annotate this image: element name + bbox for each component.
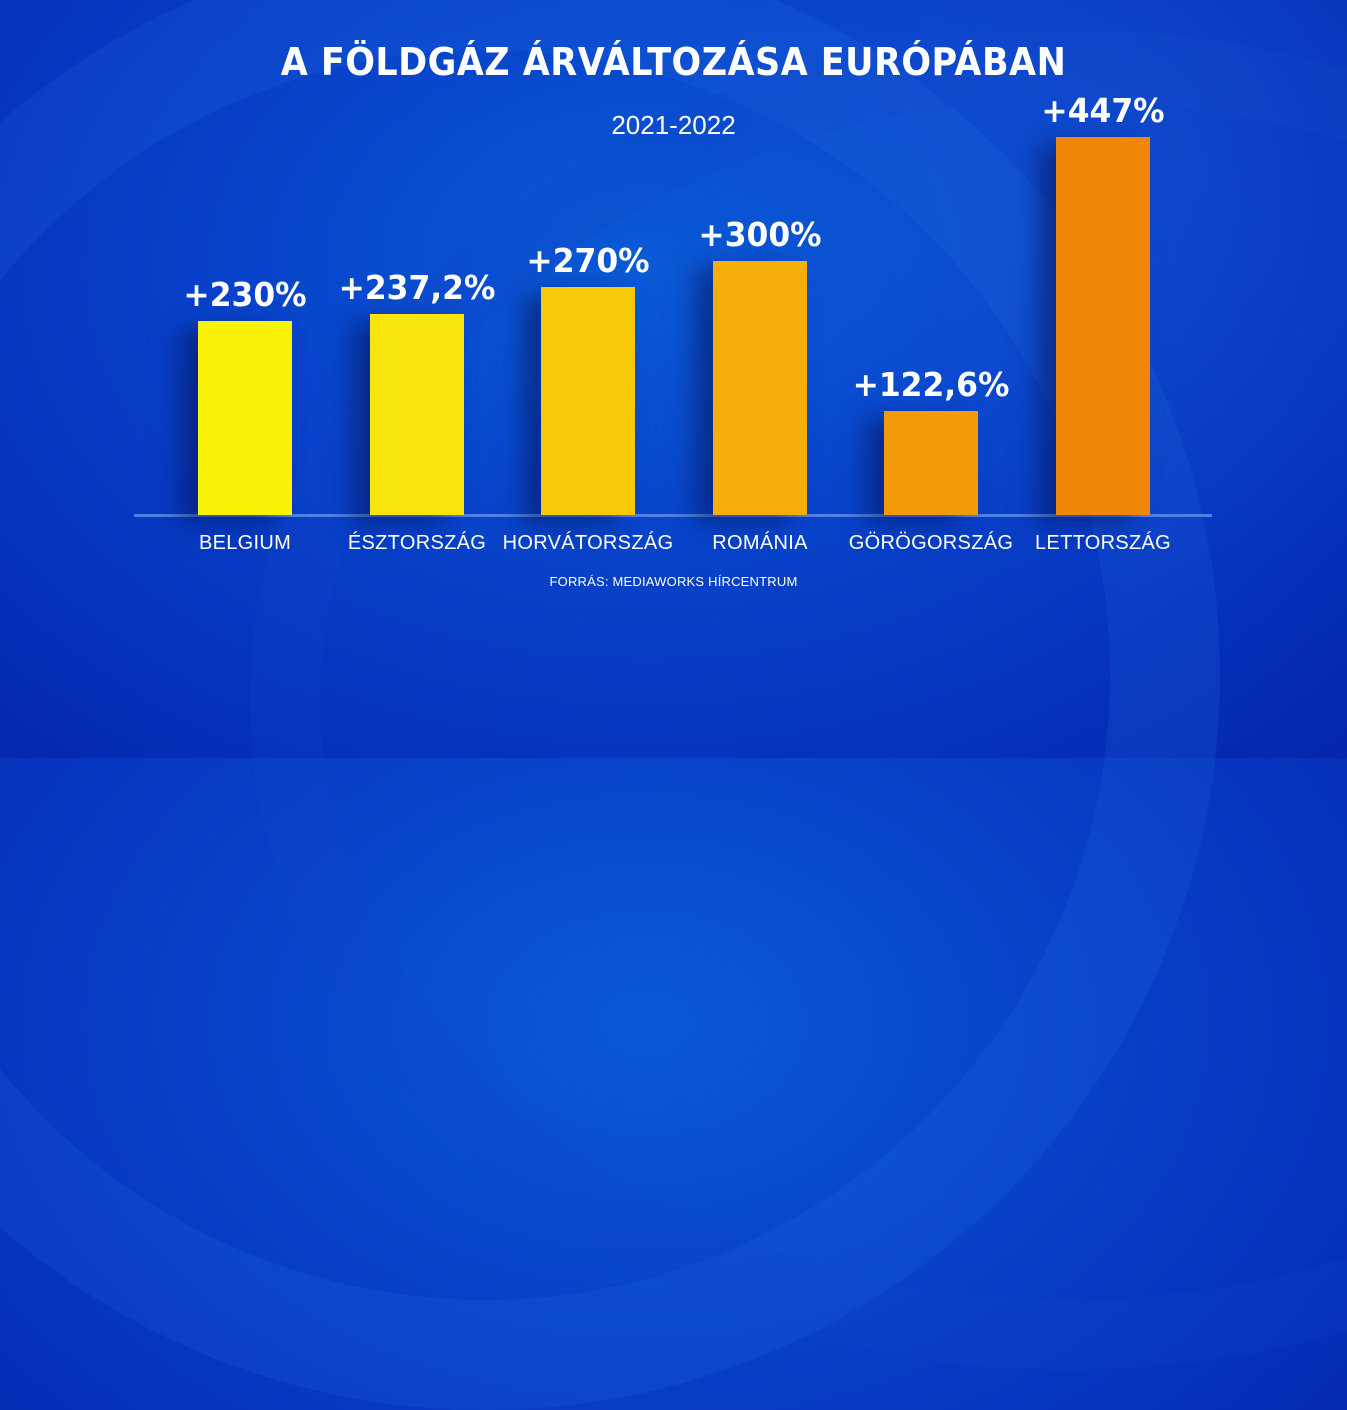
- bar: [713, 261, 807, 515]
- category-label: HORVÁTORSZÁG: [502, 532, 674, 554]
- bar-value-label: +300%: [698, 215, 822, 254]
- category-label: LETTORSZÁG: [1035, 532, 1171, 554]
- bar: [198, 321, 292, 515]
- bar-value-label: +447%: [1041, 91, 1165, 130]
- bar: [541, 287, 635, 515]
- bar: [370, 314, 464, 515]
- bar: [884, 411, 978, 515]
- chart-title: A FÖLDGÁZ ÁRVÁLTOZÁSA EURÓPÁBAN: [280, 40, 1067, 84]
- source-note: FORRÁS: MEDIAWORKS HÍRCENTRUM: [549, 574, 798, 589]
- background-swirl: [0, 0, 1220, 1410]
- bar-value-label: +122,6%: [852, 365, 1010, 404]
- bar-value-label: +270%: [526, 241, 650, 280]
- bar-value-label: +237,2%: [338, 268, 496, 307]
- x-axis-baseline: [134, 514, 1212, 517]
- bar: [1056, 137, 1150, 515]
- chart-subtitle: 2021-2022: [611, 110, 736, 140]
- category-label: ROMÁNIA: [712, 532, 808, 554]
- category-label: ÉSZTORSZÁG: [347, 532, 487, 554]
- bar-value-label: +230%: [183, 275, 307, 314]
- category-label: GÖRÖGORSZÁG: [848, 532, 1014, 554]
- category-label: BELGIUM: [198, 532, 292, 554]
